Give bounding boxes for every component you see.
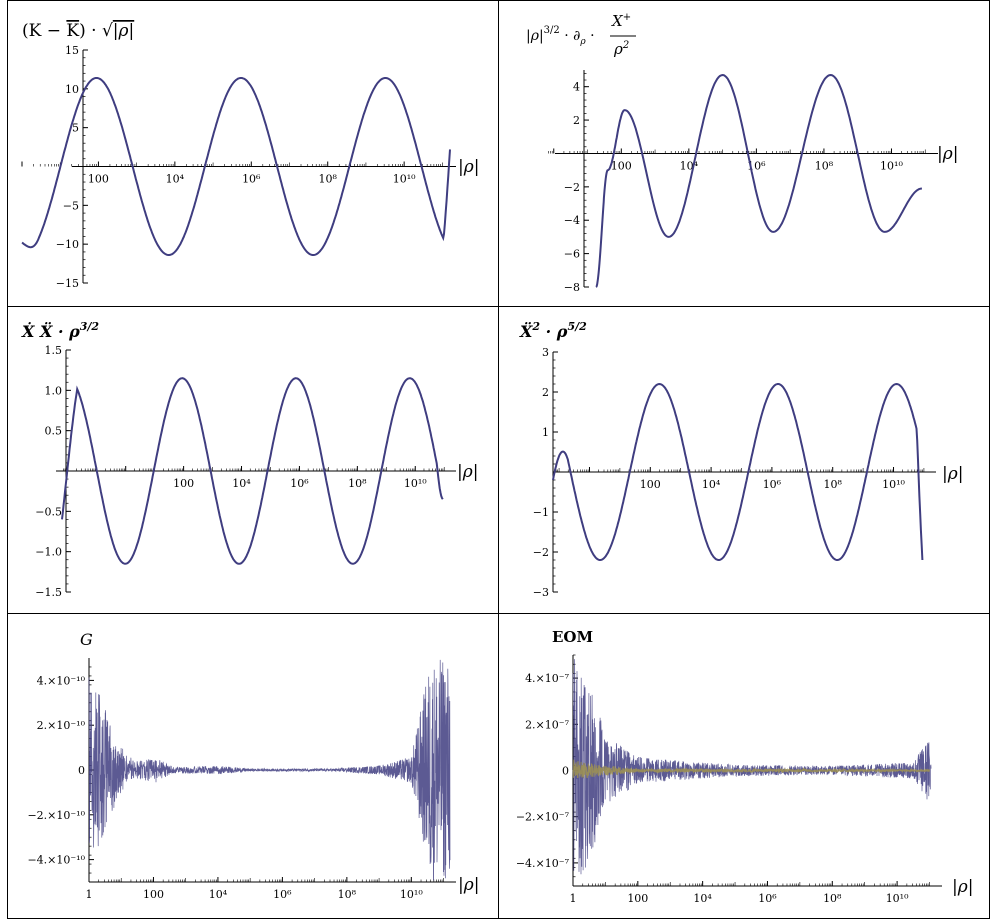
x-axis-label: |ρ|: [942, 464, 963, 484]
title-fraction-numerator: X+: [611, 12, 631, 30]
x-tick-label: 10¹⁰: [882, 478, 905, 491]
panel-title: |ρ|3/2 · ∂ρ ·: [526, 25, 595, 47]
series-line: [572, 659, 932, 875]
x-tick-label: 10⁸: [823, 478, 842, 491]
plot-area: −15 −10 −5 5 10 15 100 10⁴ 10⁶ 10⁸ 10¹⁰: [21, 44, 456, 290]
y-tick-label: 2.×10⁻¹⁰: [37, 719, 86, 732]
x-tick-label: 10⁶: [273, 888, 292, 901]
x-tick-label: 100: [627, 892, 648, 905]
panel-xddot-squared: Ẍ2 · ρ5/2 −3 −2 −1 1 2 3 100 10⁴ 10⁶ 10⁸ 10¹⁰ |ρ|: [519, 320, 963, 599]
y-tick-label: 15: [65, 44, 79, 57]
panel-title: EOM: [552, 628, 593, 646]
y-tick-label: 4.×10⁻⁷: [525, 672, 570, 685]
x-tick-label: 10¹⁰: [886, 892, 909, 905]
y-tick-label: −5: [63, 199, 79, 212]
y-tick-label: 2.×10⁻⁷: [525, 718, 570, 731]
y-tick-label: 3: [542, 346, 549, 359]
series-line: [595, 73, 922, 288]
x-tick-label: 1: [86, 888, 93, 901]
x-tick-label: 10⁸: [823, 892, 842, 905]
x-tick-label: 10⁴: [166, 173, 185, 186]
panel-eom: EOM −4.×10⁻⁷ −2.×10⁻⁷ 0 2.×10⁻⁷ 4.×10⁻⁷ 1 100 1…: [516, 628, 974, 905]
x-tick-label: 10⁸: [319, 173, 338, 186]
x-tick-label: 100: [173, 477, 194, 490]
x-tick-label: 10⁸: [338, 888, 357, 901]
x-tick-label: 10⁸: [815, 159, 834, 172]
plot-area: −3 −2 −1 1 2 3 100 10⁴ 10⁶ 10⁸ 10¹⁰: [533, 346, 936, 599]
x-tick-label: 10⁶: [758, 892, 777, 905]
y-tick-label: −15: [56, 277, 79, 290]
y-tick-label: −1: [533, 506, 549, 519]
title-fraction-denominator: ρ2: [613, 40, 629, 58]
x-tick-label: 100: [88, 173, 109, 186]
x-tick-label: 10⁶: [763, 478, 782, 491]
y-tick-label: 5: [72, 122, 79, 135]
y-tick-label: −3: [533, 586, 549, 599]
y-tick-label: 2: [573, 114, 580, 127]
plot-area: −4.×10⁻¹⁰ −2.×10⁻¹⁰ 0 2.×10⁻¹⁰ 4.×10⁻¹⁰ 1 100 1…: [27, 658, 456, 901]
y-tick-label: −1.0: [35, 546, 62, 559]
y-tick-label: −6: [564, 248, 580, 261]
y-tick-label: −8: [564, 281, 580, 294]
panel-title: (K − K) · √|ρ|: [22, 21, 134, 41]
y-tick-label: 1: [542, 426, 549, 439]
y-tick-label: 0: [78, 764, 85, 777]
panel-title: Ẋ Ẍ · ρ3/2: [21, 320, 99, 341]
y-tick-label: −2.×10⁻¹⁰: [27, 809, 85, 822]
series-line: [88, 659, 451, 881]
y-tick-label: 1.5: [45, 344, 63, 357]
x-tick-label: 10⁴: [209, 888, 228, 901]
x-tick-label: 10⁶: [290, 477, 309, 490]
x-tick-label: 100: [611, 159, 632, 172]
x-axis-label: |ρ|: [458, 157, 479, 177]
series-line: [61, 377, 444, 565]
series-line: [21, 77, 451, 256]
panel-g: G −4.×10⁻¹⁰ −2.×10⁻¹⁰ 0 2.×10⁻¹⁰ 4.×10⁻¹⁰ 1 10…: [27, 630, 479, 901]
y-tick-label: 10: [65, 83, 79, 96]
y-tick-label: −4.×10⁻⁷: [516, 857, 570, 870]
panel-k-minus-kbar: (K − K) · √|ρ| −15 −10 −5 5 10 15 100 10⁴ 10⁶ 10⁸…: [21, 21, 479, 290]
y-tick-label: 2: [542, 386, 549, 399]
y-tick-label: −1.5: [35, 586, 62, 599]
y-tick-label: 0.5: [45, 425, 63, 438]
x-tick-label: 10⁶: [242, 173, 261, 186]
panel-xdot-xddot: Ẋ Ẍ · ρ3/2 −1.5 −1.0 −0.5 0.5 1.0 1.5 100 10⁴…: [21, 320, 478, 599]
x-tick-label: 10⁴: [232, 477, 251, 490]
y-tick-label: 4: [573, 81, 580, 94]
y-tick-label: −10: [56, 238, 79, 251]
plot-area: −1.5 −1.0 −0.5 0.5 1.0 1.5 100 10⁴ 10⁶ 10⁸ 10¹⁰: [35, 344, 456, 599]
x-tick-label: 10¹⁰: [880, 159, 903, 172]
x-tick-label: 100: [143, 888, 164, 901]
x-tick-label: 10⁴: [702, 478, 721, 491]
y-tick-label: −4: [564, 214, 580, 227]
y-tick-label: −0.5: [35, 505, 62, 518]
x-axis-label: |ρ|: [457, 462, 478, 482]
x-tick-label: 10¹⁰: [404, 477, 427, 490]
x-tick-label: 10⁴: [680, 159, 699, 172]
panel-title: Ẍ2 · ρ5/2: [519, 320, 587, 341]
x-axis-label: |ρ|: [937, 144, 958, 164]
series-line-secondary: [572, 759, 930, 779]
x-tick-label: 10¹⁰: [393, 173, 416, 186]
y-tick-label: −2: [533, 546, 549, 559]
x-tick-label: 10⁴: [693, 892, 712, 905]
y-tick-label: 0: [562, 765, 569, 778]
plot-area: −4.×10⁻⁷ −2.×10⁻⁷ 0 2.×10⁻⁷ 4.×10⁻⁷ 1 100 10⁴ 10…: [516, 654, 942, 905]
x-tick-label: 10⁸: [348, 477, 367, 490]
x-tick-label: 100: [640, 478, 661, 491]
y-tick-label: −2: [564, 181, 580, 194]
x-tick-label: 1: [570, 892, 577, 905]
series-line: [552, 382, 924, 561]
y-tick-label: −2.×10⁻⁷: [516, 811, 570, 824]
x-tick-label: 10¹⁰: [400, 888, 423, 901]
x-axis-label: |ρ|: [458, 875, 479, 895]
y-tick-label: 1.0: [45, 384, 63, 397]
panel-title: G: [80, 630, 93, 649]
x-axis-label: |ρ|: [952, 877, 973, 897]
y-tick-label: 4.×10⁻¹⁰: [37, 674, 86, 687]
y-tick-label: −4.×10⁻¹⁰: [27, 854, 85, 867]
